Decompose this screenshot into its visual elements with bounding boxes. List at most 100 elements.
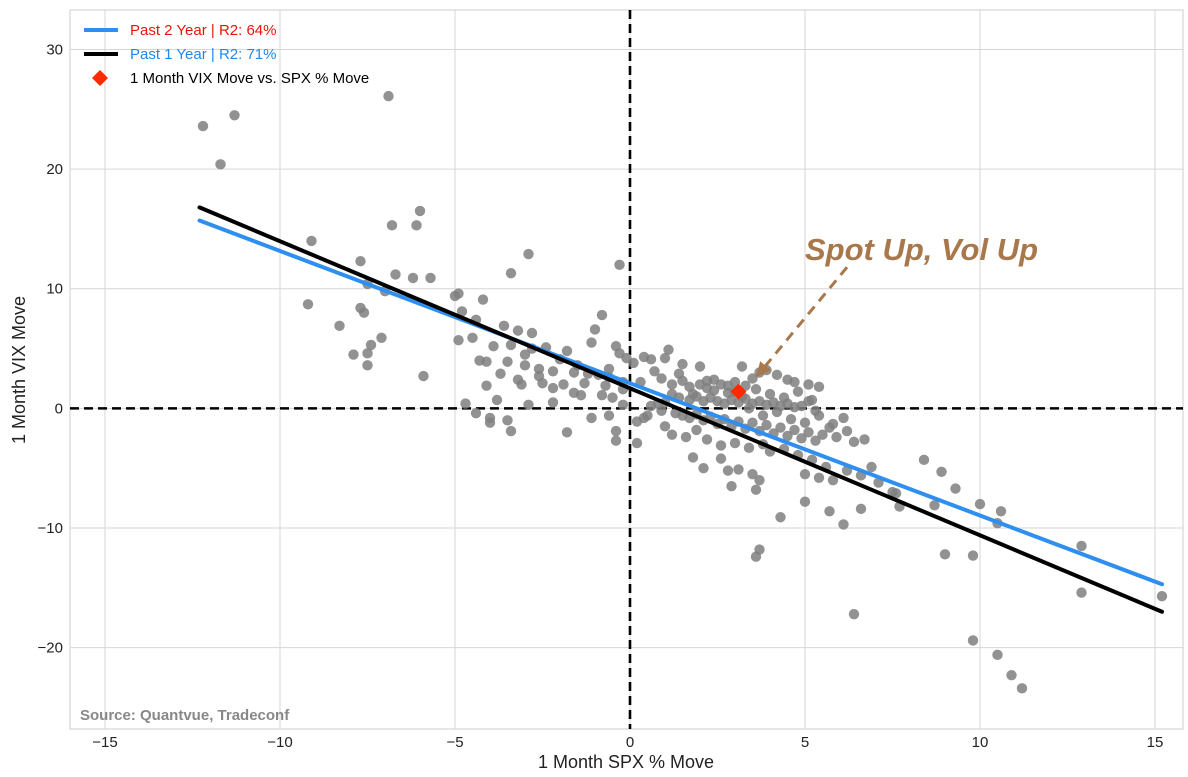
zero-reference-lines: [70, 10, 1183, 729]
scatter-point: [414, 205, 426, 217]
scatter-point: [470, 407, 482, 419]
scatter-point: [1076, 540, 1087, 552]
scatter-point: [561, 345, 573, 357]
scatter-point: [628, 357, 639, 369]
scatter-point: [229, 110, 240, 121]
x-axis-title: 1 Month SPX % Move: [538, 752, 714, 772]
y-tick-label: −10: [38, 520, 63, 537]
scatter-point: [456, 306, 468, 317]
scatter-point: [750, 551, 762, 562]
annotation-group: Spot Up, Vol Up: [756, 232, 1038, 378]
scatter-point: [967, 635, 979, 646]
scatter-point: [547, 382, 559, 394]
scatter-point: [810, 435, 821, 446]
scatter-point: [813, 381, 825, 393]
scatter-point: [792, 386, 804, 397]
scatter-point: [736, 361, 748, 372]
scatter-point: [533, 370, 545, 382]
scatter-point: [729, 437, 741, 449]
scatter-point: [827, 418, 839, 430]
scatter-point: [974, 498, 986, 510]
scatter-point: [722, 465, 734, 476]
scatter-point: [645, 354, 657, 365]
scatter-point: [334, 320, 345, 332]
scatter-point: [687, 388, 699, 400]
scatter-point: [939, 549, 951, 560]
scatter-point: [656, 405, 667, 416]
scatter-point: [778, 392, 790, 403]
scatter-point: [631, 437, 643, 449]
scatter-point: [747, 417, 758, 428]
scatter-point: [967, 550, 979, 561]
scatter-point: [523, 399, 534, 410]
scatter-point: [453, 288, 464, 299]
scatter-point: [610, 425, 622, 437]
scatter-point: [782, 430, 793, 442]
scatter-point: [771, 369, 783, 381]
scatter-point: [586, 412, 597, 424]
scatter-point: [785, 413, 797, 425]
scatter-point: [726, 480, 737, 492]
highlight-group: [730, 383, 747, 400]
scatter-point: [775, 422, 786, 433]
regression-line-2-year: [197, 218, 1164, 587]
scatter-point: [519, 360, 531, 371]
scatter-point: [1156, 591, 1168, 602]
current-point-diamond: [730, 383, 747, 400]
scatter-point: [460, 398, 471, 409]
scatter-point: [425, 272, 436, 284]
scatter-point: [747, 373, 758, 384]
scatter-point: [302, 299, 314, 310]
regression-line-1-year: [197, 205, 1164, 614]
scatter-point: [488, 340, 499, 352]
scatter-point: [386, 220, 398, 231]
scatter-point: [827, 474, 839, 486]
scatter-point: [348, 349, 359, 360]
scatter-point: [659, 352, 671, 364]
scatter-point: [673, 368, 685, 379]
plot-area: [69, 9, 1184, 730]
scatter-point: [365, 339, 377, 351]
scatter-point: [610, 435, 622, 446]
scatter-point: [362, 348, 373, 359]
scatter-point: [761, 419, 772, 431]
y-tick-label: 30: [46, 41, 63, 58]
x-tick-label: 15: [1147, 734, 1164, 751]
scatter-point: [803, 379, 814, 390]
scatter-point: [407, 272, 419, 284]
scatter-point: [936, 466, 947, 477]
scatter-point: [799, 468, 811, 480]
scatter-point: [666, 379, 678, 390]
scatter-point: [838, 412, 849, 424]
scatter-point: [603, 363, 615, 375]
scatter-point: [666, 429, 678, 440]
scatter-point: [750, 484, 762, 495]
annotation-arrow-line: [764, 266, 849, 367]
scatter-point: [715, 440, 727, 451]
scatter-point: [747, 468, 758, 480]
scatter-point: [523, 248, 534, 260]
scatter-point: [799, 417, 811, 428]
x-tick-label: 0: [626, 734, 634, 751]
scatter-point: [505, 339, 517, 351]
scatter-point: [607, 392, 618, 403]
scatter-point: [484, 417, 496, 428]
scatter-point: [796, 433, 807, 444]
scatter-point: [512, 325, 524, 336]
scatter-point: [390, 269, 401, 280]
scatter-point: [838, 519, 849, 530]
scatter-point: [701, 434, 713, 445]
scatter-point: [526, 327, 538, 339]
scatter-point: [754, 474, 765, 486]
scatter-point: [547, 366, 559, 377]
annotation-text: Spot Up, Vol Up: [805, 232, 1038, 267]
scatter-point: [775, 512, 786, 523]
x-tick-label: −5: [446, 734, 463, 751]
scatter-point: [411, 220, 422, 231]
scatter-point: [467, 332, 478, 343]
scatter-point: [1076, 587, 1087, 598]
x-tick-label: 10: [972, 734, 989, 751]
scatter-point: [715, 453, 727, 464]
